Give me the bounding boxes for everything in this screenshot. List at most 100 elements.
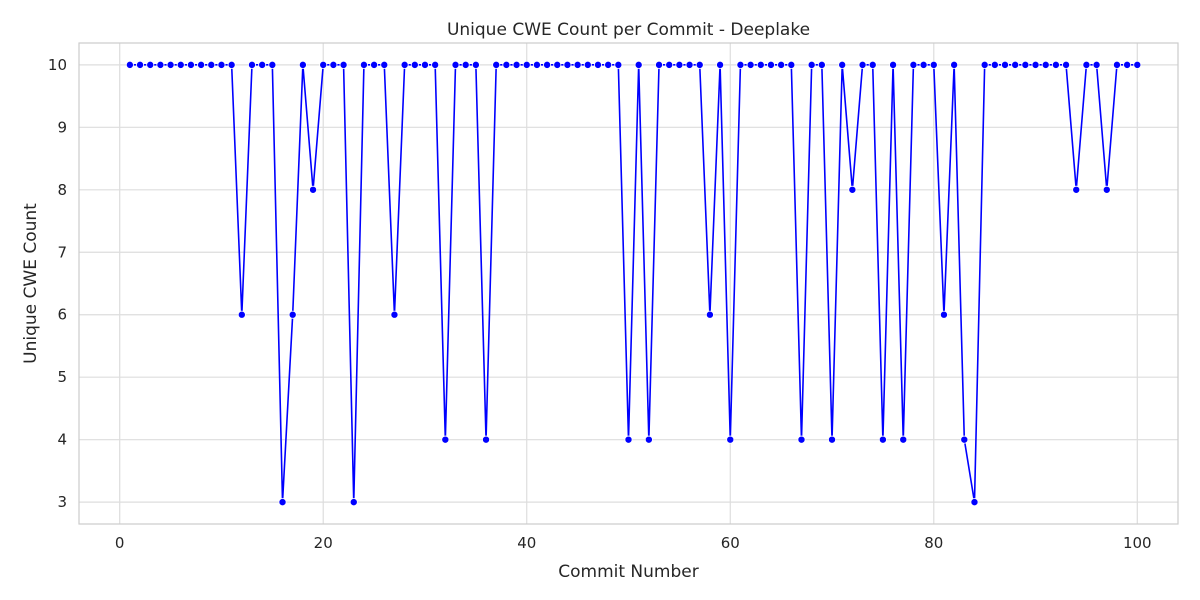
data-point [614, 60, 623, 69]
y-axis-label: Unique CWE Count [21, 203, 41, 364]
data-point [899, 435, 908, 444]
data-point [1082, 60, 1091, 69]
x-axis-ticks: 0 20 40 60 80 100 [115, 534, 1152, 552]
data-point [125, 60, 134, 69]
data-point [929, 60, 938, 69]
data-point [136, 60, 145, 69]
y-axis-ticks: 3 4 5 6 7 8 9 10 [48, 56, 67, 511]
data-point [1112, 60, 1121, 69]
data-point [838, 60, 847, 69]
x-tick-label: 20 [314, 534, 333, 552]
data-point [186, 60, 195, 69]
data-point [919, 60, 928, 69]
data-point [1041, 60, 1050, 69]
data-point [939, 310, 948, 319]
data-point [207, 60, 216, 69]
data-point [766, 60, 775, 69]
data-point [492, 60, 501, 69]
data-point [797, 435, 806, 444]
data-point [339, 60, 348, 69]
data-point [319, 60, 328, 69]
data-point [868, 60, 877, 69]
data-point [512, 60, 521, 69]
data-point [349, 498, 358, 507]
x-tick-label: 60 [721, 534, 740, 552]
data-point [950, 60, 959, 69]
data-point [227, 60, 236, 69]
series-line [129, 64, 1138, 503]
data-point [1001, 60, 1010, 69]
data-point [258, 60, 267, 69]
data-point [532, 60, 541, 69]
data-point [593, 60, 602, 69]
data-point [156, 60, 165, 69]
data-point [278, 498, 287, 507]
data-point [268, 60, 277, 69]
data-point [1062, 60, 1071, 69]
data-point [665, 60, 674, 69]
data-point [817, 60, 826, 69]
y-tick-label: 6 [57, 306, 67, 324]
data-point [705, 310, 714, 319]
x-tick-label: 0 [115, 534, 125, 552]
data-point [461, 60, 470, 69]
data-point [1092, 60, 1101, 69]
data-point [247, 60, 256, 69]
series-group [125, 60, 1142, 507]
data-point [359, 60, 368, 69]
data-point [726, 435, 735, 444]
data-point [217, 60, 226, 69]
chart-title: Unique CWE Count per Commit - Deeplake [447, 20, 810, 40]
data-point [604, 60, 613, 69]
data-point [380, 60, 389, 69]
data-point [909, 60, 918, 69]
data-point [441, 435, 450, 444]
data-point [390, 310, 399, 319]
y-tick-label: 9 [57, 118, 67, 136]
data-point [502, 60, 511, 69]
data-point [583, 60, 592, 69]
data-point [889, 60, 898, 69]
data-point [1011, 60, 1020, 69]
data-point [553, 60, 562, 69]
plot-frame [78, 42, 1179, 525]
data-point [1031, 60, 1040, 69]
y-tick-label: 4 [57, 431, 67, 449]
data-point [807, 60, 816, 69]
data-point [431, 60, 440, 69]
data-point [685, 60, 694, 69]
data-point [960, 435, 969, 444]
data-point [176, 60, 185, 69]
data-point [400, 60, 409, 69]
data-point [298, 60, 307, 69]
data-point [848, 185, 857, 194]
data-point [543, 60, 552, 69]
y-tick-label: 8 [57, 181, 67, 199]
data-point [309, 185, 318, 194]
data-point [370, 60, 379, 69]
data-point [980, 60, 989, 69]
y-tick-label: 7 [57, 243, 67, 261]
data-point [1021, 60, 1030, 69]
data-point [451, 60, 460, 69]
y-tick-label: 3 [57, 493, 67, 511]
data-point [787, 60, 796, 69]
data-point [237, 310, 246, 319]
data-point [695, 60, 704, 69]
data-point [736, 60, 745, 69]
data-point [166, 60, 175, 69]
x-axis-label: Commit Number [558, 562, 698, 582]
data-point [146, 60, 155, 69]
data-point [655, 60, 664, 69]
data-point [624, 435, 633, 444]
data-point [482, 435, 491, 444]
x-tick-label: 80 [924, 534, 943, 552]
data-point [970, 498, 979, 507]
data-point [716, 60, 725, 69]
data-point [420, 60, 429, 69]
data-point [522, 60, 531, 69]
data-point [1133, 60, 1142, 69]
data-point [990, 60, 999, 69]
data-point [288, 310, 297, 319]
